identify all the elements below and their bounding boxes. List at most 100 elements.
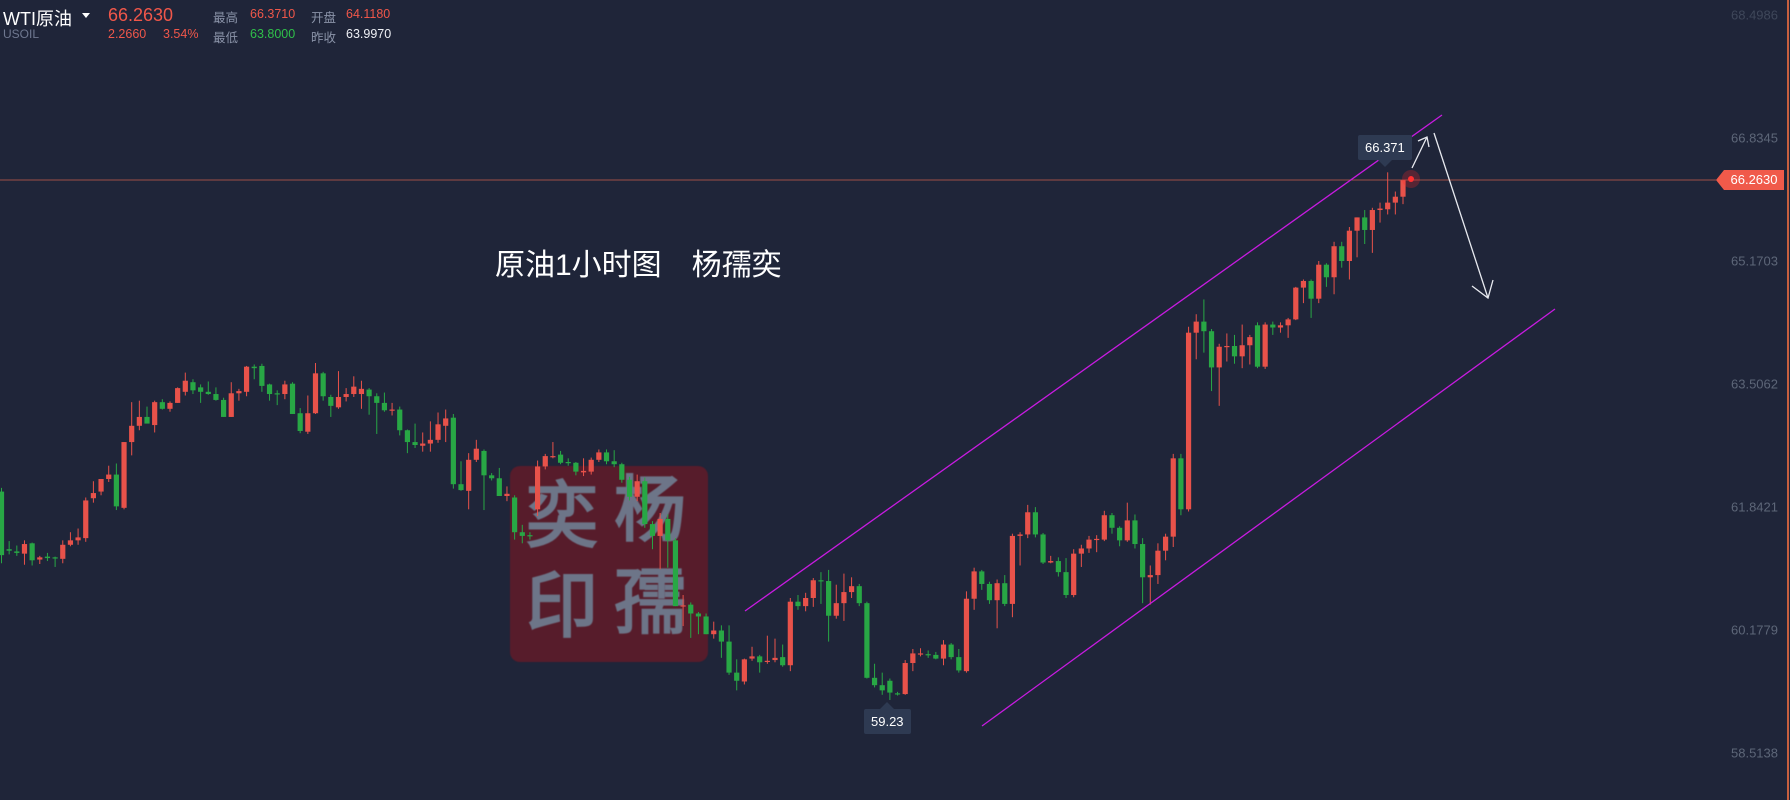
candle-up[interactable] [1385,172,1391,215]
candle-up[interactable] [1147,565,1153,605]
candle-down[interactable] [1040,532,1046,564]
candle-up[interactable] [420,432,426,452]
candle-up[interactable] [534,460,541,516]
candle-down[interactable] [695,612,702,635]
candle-down[interactable] [703,613,709,635]
candle-down[interactable] [404,429,410,454]
candle-down[interactable] [1254,322,1261,369]
candle-up[interactable] [1086,535,1092,553]
candle-up[interactable] [37,555,43,564]
candle-up[interactable] [1155,543,1161,584]
candle-up[interactable] [1331,241,1337,295]
candle-up[interactable] [741,658,747,685]
candle-down[interactable] [328,394,334,417]
candle-up[interactable] [940,640,947,666]
candle-down[interactable] [979,569,985,590]
candle-down[interactable] [603,449,610,465]
candle-down[interactable] [190,379,196,395]
candle-up[interactable] [1101,510,1107,542]
candle-up[interactable] [167,401,173,412]
candle-down[interactable] [1132,514,1138,549]
candle-up[interactable] [550,442,556,459]
candle-down[interactable] [397,406,403,436]
candle-down[interactable] [1002,575,1008,607]
candle-up[interactable] [106,465,112,482]
candle-down[interactable] [1231,334,1238,364]
candle-down[interactable] [481,449,487,511]
candle-up[interactable] [136,400,142,431]
candle-up[interactable] [473,439,479,463]
candle-up[interactable] [1094,535,1100,553]
candle-up[interactable] [1300,279,1307,304]
candle-down[interactable] [213,387,219,401]
candle-down[interactable] [871,663,878,688]
candle-up[interactable] [343,388,349,402]
candle-down[interactable] [718,625,724,658]
candle-up[interactable] [810,578,816,607]
candle-down[interactable] [6,541,12,555]
candle-up[interactable] [98,479,104,496]
candle-down[interactable] [565,458,571,466]
candle-down[interactable] [320,371,326,401]
candle-up[interactable] [542,453,548,470]
candle-down[interactable] [780,644,786,667]
candle-up[interactable] [902,660,908,695]
candle-up[interactable] [282,380,288,400]
candle-down[interactable] [649,521,656,550]
candle-down[interactable] [519,524,525,544]
candle-up[interactable] [1400,180,1406,205]
candle-up[interactable] [435,412,441,443]
candle-down[interactable] [688,602,694,638]
candle-down[interactable] [557,450,564,465]
candle-down[interactable] [113,463,119,511]
candle-up[interactable] [1239,324,1245,369]
candle-down[interactable] [933,651,939,660]
candle-up[interactable] [634,474,640,502]
candle-up[interactable] [67,532,74,547]
channel-upper-line[interactable] [744,114,1443,612]
candle-up[interactable] [427,421,433,452]
candle-down[interactable] [1362,210,1368,245]
candle-down[interactable] [1208,328,1215,392]
candle-up[interactable] [680,595,686,627]
candle-up[interactable] [917,648,924,657]
candle-up[interactable] [466,453,472,510]
candle-down[interactable] [458,461,464,491]
symbol-name[interactable]: WTI原油 [3,9,72,29]
candle-up[interactable] [1185,326,1192,512]
candle-up[interactable] [749,646,755,661]
candle-down[interactable] [948,643,954,660]
candle-up[interactable] [228,382,234,417]
candle-up[interactable] [1354,217,1360,258]
candle-down[interactable] [573,462,579,476]
candle-up[interactable] [1377,202,1383,223]
candle-down[interactable] [198,384,204,403]
candle-down[interactable] [611,450,617,468]
candle-up[interactable] [580,458,587,477]
candle-down[interactable] [1339,241,1345,268]
candle-down[interactable] [672,538,679,607]
candle-up[interactable] [21,540,28,565]
candle-down[interactable] [1109,513,1115,534]
candle-up[interactable] [764,635,770,664]
candle-up[interactable] [1009,533,1016,618]
candle-up[interactable] [236,388,242,401]
candle-down[interactable] [412,423,418,448]
candle-up[interactable] [305,395,311,434]
candle-up[interactable] [787,597,793,672]
candle-up[interactable] [1078,544,1084,567]
candle-up[interactable] [1170,453,1176,547]
candle-up[interactable] [1048,555,1054,564]
candle-down[interactable] [374,393,380,434]
candle-down[interactable] [220,397,227,417]
candle-down[interactable] [512,495,518,540]
candle-down[interactable] [266,383,273,401]
candle-down[interactable] [1308,279,1314,318]
candle-up[interactable] [443,409,449,443]
candle-down[interactable] [52,556,58,567]
candle-up[interactable] [152,400,158,433]
candle-up[interactable] [910,648,916,672]
candle-down[interactable] [289,382,296,414]
candle-down[interactable] [1032,507,1038,538]
candle-up[interactable] [1216,343,1222,406]
